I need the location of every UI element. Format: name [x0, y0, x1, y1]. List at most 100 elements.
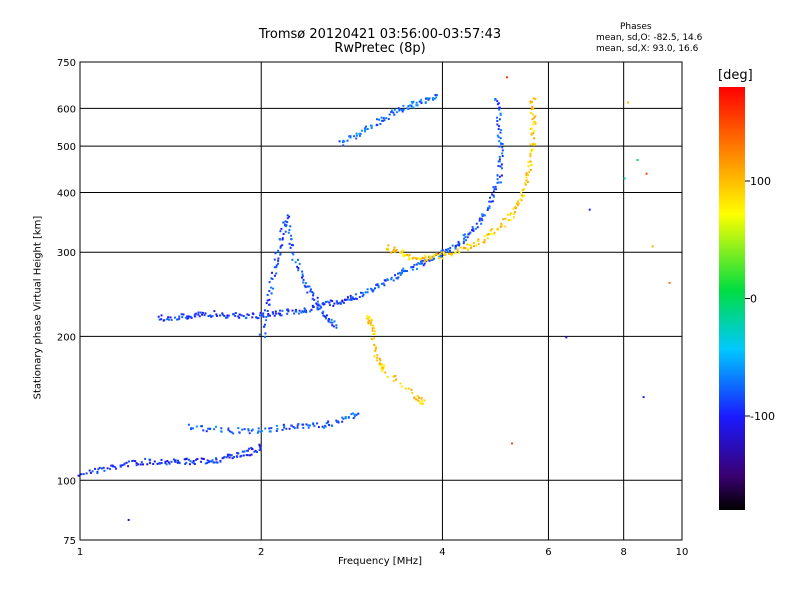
echo-point: [119, 465, 122, 468]
echo-point: [440, 250, 443, 253]
echo-point: [170, 318, 173, 321]
echo-point: [243, 450, 246, 453]
echo-point: [296, 265, 299, 268]
echo-point: [534, 115, 537, 118]
x-tick-label: 1: [77, 547, 83, 558]
echo-point: [270, 277, 273, 280]
echo-point: [281, 238, 284, 241]
echo-point: [531, 105, 534, 108]
echo-point: [393, 108, 396, 111]
echo-point: [301, 270, 304, 273]
echo-point: [489, 232, 492, 235]
echo-point: [286, 214, 289, 217]
echo-point: [203, 314, 206, 317]
echo-point: [442, 251, 445, 254]
echo-point: [449, 246, 452, 249]
echo-point: [502, 218, 505, 221]
echo-point: [499, 131, 502, 134]
echo-point: [416, 394, 419, 397]
echo-point: [290, 234, 293, 237]
echo-point: [168, 462, 171, 465]
echo-point: [372, 289, 375, 292]
echo-point: [242, 315, 245, 317]
echo-point: [91, 470, 94, 473]
echo-point: [196, 458, 199, 460]
echo-point: [275, 264, 278, 267]
echo-point: [252, 313, 255, 316]
echo-point: [199, 311, 202, 314]
echo-point: [396, 277, 399, 280]
echo-point: [420, 260, 422, 263]
echo-point: [271, 278, 274, 280]
echo-point: [370, 318, 373, 321]
echo-point: [131, 460, 134, 462]
echo-point: [380, 282, 383, 285]
echo-point: [454, 247, 457, 250]
echo-point: [335, 300, 338, 303]
echo-point: [377, 286, 380, 289]
echo-point: [282, 221, 285, 224]
echo-point: [251, 316, 254, 319]
echo-point: [160, 318, 163, 321]
echo-point: [379, 359, 382, 362]
echo-point: [319, 305, 322, 308]
echo-point: [283, 425, 286, 428]
echo-point: [380, 363, 383, 366]
echo-point: [174, 316, 176, 319]
echo-point: [324, 300, 327, 303]
echo-point: [181, 316, 184, 319]
echo-point: [330, 318, 333, 321]
echo-point: [270, 286, 272, 289]
echo-point: [434, 94, 437, 96]
echo-point: [482, 241, 485, 244]
echo-point: [335, 326, 338, 329]
echo-point: [498, 125, 500, 128]
echo-point: [272, 312, 275, 315]
x-tick-label: 4: [439, 547, 445, 558]
echo-point: [430, 258, 433, 261]
echo-point: [404, 253, 407, 256]
echo-point: [160, 458, 163, 461]
echo-point: [378, 357, 381, 360]
echo-point: [488, 205, 491, 208]
echo-point: [255, 316, 258, 319]
echo-point: [470, 246, 473, 249]
echo-point: [297, 269, 300, 272]
echo-point: [281, 237, 284, 240]
echo-point: [343, 140, 346, 143]
echo-point: [342, 144, 345, 147]
echo-point: [407, 387, 410, 390]
echo-point: [428, 255, 431, 258]
echo-point: [411, 268, 414, 271]
echo-point: [322, 426, 325, 429]
echo-point: [392, 279, 395, 282]
echo-point: [219, 460, 222, 463]
echo-point: [500, 142, 503, 145]
echo-point: [476, 226, 479, 229]
echo-point: [80, 473, 83, 476]
echo-point: [518, 202, 520, 205]
echo-point: [82, 473, 85, 476]
echo-point: [158, 461, 161, 464]
echo-point: [317, 303, 320, 306]
echo-point: [246, 449, 249, 452]
echo-point: [480, 222, 483, 225]
echo-point: [295, 310, 298, 313]
echo-point: [428, 256, 431, 259]
echo-point: [415, 257, 418, 260]
echo-point: [399, 251, 402, 254]
echo-point: [172, 458, 175, 461]
echo-point: [468, 243, 471, 246]
echo-point: [162, 319, 165, 322]
echo-point: [348, 135, 351, 138]
x-tick-label: 2: [258, 547, 264, 558]
echo-point: [439, 255, 442, 258]
echo-point: [321, 425, 324, 428]
echo-point: [373, 343, 376, 346]
echo-point: [215, 458, 218, 461]
echo-point: [531, 100, 534, 103]
echo-point: [247, 314, 250, 317]
echo-point: [382, 117, 385, 120]
echo-point: [380, 116, 383, 119]
echo-point: [496, 134, 499, 137]
